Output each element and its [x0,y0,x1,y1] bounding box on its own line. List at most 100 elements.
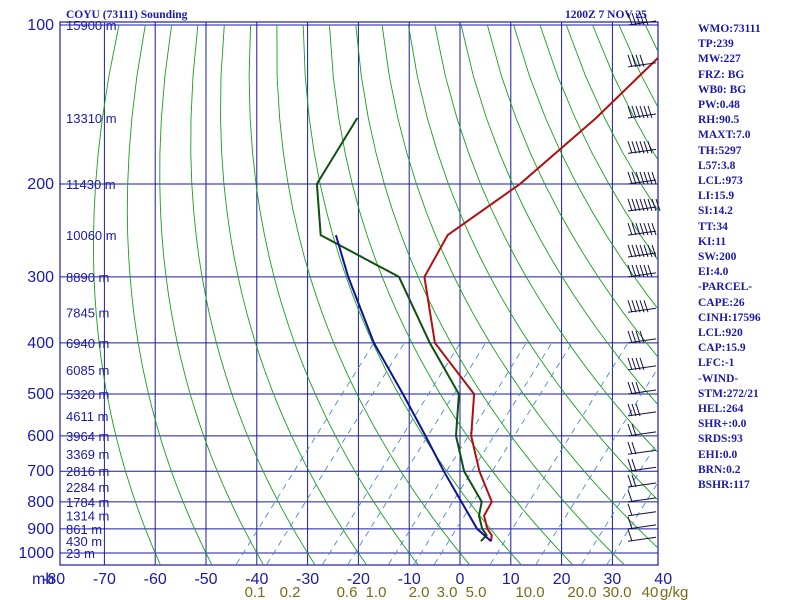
isobar-isotherm-grid [59,21,659,566]
dry-adiabat [460,24,658,406]
wind-barb [627,244,657,258]
barb-staff [627,497,657,503]
barb-staff [627,338,657,344]
dry-adiabat [355,24,625,565]
dry-adiabat [159,24,264,565]
temperature-tick-label: 40 [654,571,672,588]
stability-index-item: CAP:15.9 [698,342,746,355]
stability-index-item: SHR+:0.0 [698,418,747,431]
barb-flag [647,264,653,278]
barb-staff [627,511,657,517]
pressure-label: 400 [27,335,54,352]
barb-flag [631,403,637,417]
barb-flag [643,141,649,154]
barb-flag [639,54,645,67]
wind-barbs [627,12,661,542]
temperature-tick-label: -50 [194,571,217,588]
barb-staff [627,536,657,542]
stability-index-item: EI:4.0 [698,266,729,279]
mixing-ratio-unit: g/kg [660,584,688,600]
height-label: 3369 m [66,447,109,462]
dry-adiabat [434,24,658,454]
barb-staff [627,431,657,437]
dry-adiabat [329,24,573,565]
profile-dewpoint [315,117,488,542]
temperature-tick-label: 0 [456,571,465,588]
barb-flag [627,423,633,437]
barb-flag [635,300,641,313]
pressure-label: 500 [27,386,54,403]
wind-barb [627,529,657,542]
pressure-label: 1000 [18,545,54,562]
dry-adiabat [486,24,658,358]
barb-flag [631,423,637,437]
pressure-label: 800 [27,494,54,511]
barb-flag [631,330,637,344]
stability-index-item: HEL:264 [698,403,744,416]
barb-flag [627,459,633,472]
mixing-ratio-label: 0.1 [245,584,266,600]
barb-flag [627,105,633,119]
barb-flag [627,381,633,395]
stability-index-item: STM:272/21 [698,387,759,400]
barb-flag [627,171,633,185]
dry-adiabat [248,24,419,565]
barb-flag [627,529,633,542]
pressure-label: 100 [27,17,54,34]
wind-barb [627,474,657,488]
dry-adiabat [381,24,658,549]
barb-flag [643,12,649,26]
barb-flag [647,244,653,258]
height-label: 7845 m [66,305,109,320]
wind-barb [627,357,657,371]
height-label: 430 m [66,534,102,549]
wind-barb [627,105,657,119]
height-label: 6940 m [66,336,109,351]
temperature-tick-label: -30 [296,571,319,588]
barb-flag [647,141,653,154]
mixing-ratio-label: 40 [642,584,659,600]
barb-flag [631,54,637,67]
barb-flag [635,171,641,185]
sounding-profiles [315,56,658,542]
temperature-tick-label: 30 [604,571,622,588]
wind-barb [627,300,657,313]
stability-index-item: SRDS:93 [698,433,743,446]
stability-index-item: BSHR:117 [698,479,750,492]
pressure-label: 900 [27,521,54,538]
barb-flag [639,244,645,258]
wind-barb [627,442,657,455]
mixing-ratio-line [347,342,487,565]
barb-flag [651,222,657,236]
wind-barb [627,516,657,530]
dry-adiabat [302,24,522,565]
dry-adiabat [513,24,658,310]
pressure-unit-label: mb [32,571,54,588]
wind-barb [627,171,657,185]
wind-barb [627,381,657,395]
wind-barb [627,489,657,503]
dry-adiabat [220,24,367,565]
barb-flag [651,171,657,185]
barb-flag [643,300,649,313]
barb-flag [631,459,637,472]
height-label: 2816 m [66,464,109,479]
barb-flag [627,403,633,417]
barb-flag [631,244,637,258]
mixing-ratio-label: 20.0 [567,584,596,600]
stability-index-item: PW:0.48 [698,99,740,112]
barb-flag [627,357,633,371]
barb-flag [643,264,649,278]
barb-staff [627,466,657,472]
barb-flag [627,264,633,278]
stability-index-item: WB0: BG [698,83,747,96]
barb-flag [639,141,645,154]
height-label: 13310 m [66,111,117,126]
barb-flag [631,198,637,212]
pressure-label: 300 [27,269,54,286]
barb-flag [635,403,641,417]
pressure-label: 600 [27,428,54,445]
barb-flag [639,198,645,212]
barb-flag [635,198,641,212]
barb-flag [643,222,649,236]
